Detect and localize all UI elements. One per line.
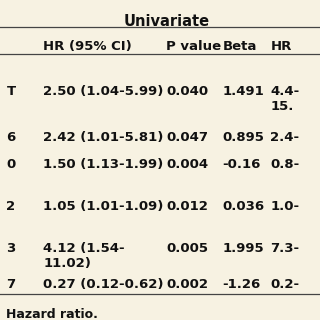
Text: 0.8-: 0.8-: [270, 158, 300, 172]
Text: 0.047: 0.047: [166, 131, 208, 144]
Text: -0.16: -0.16: [222, 158, 261, 172]
Text: 0.895: 0.895: [222, 131, 264, 144]
Text: 0.004: 0.004: [166, 158, 209, 172]
Text: 4.4-
15.: 4.4- 15.: [270, 85, 300, 113]
Text: Univariate: Univariate: [123, 14, 210, 29]
Text: 0.005: 0.005: [166, 242, 208, 255]
Text: 0.27 (0.12-0.62): 0.27 (0.12-0.62): [43, 278, 164, 292]
Text: 2.4-: 2.4-: [270, 131, 300, 144]
Text: Beta: Beta: [222, 40, 257, 53]
Text: 7: 7: [6, 278, 16, 292]
Text: -1.26: -1.26: [222, 278, 261, 292]
Text: 2.42 (1.01-5.81): 2.42 (1.01-5.81): [43, 131, 164, 144]
Text: T: T: [6, 85, 16, 98]
Text: 0.036: 0.036: [222, 200, 265, 213]
Text: 1.0-: 1.0-: [270, 200, 300, 213]
Text: P value: P value: [166, 40, 221, 53]
Text: 6: 6: [6, 131, 16, 144]
Text: HR: HR: [270, 40, 292, 53]
Text: 1.491: 1.491: [222, 85, 264, 98]
Text: 0.002: 0.002: [166, 278, 208, 292]
Text: 0: 0: [6, 158, 16, 172]
Text: 2: 2: [6, 200, 16, 213]
Text: Hazard ratio.: Hazard ratio.: [6, 308, 98, 320]
Text: 1.995: 1.995: [222, 242, 264, 255]
Text: 0.040: 0.040: [166, 85, 209, 98]
Text: 4.12 (1.54-
11.02): 4.12 (1.54- 11.02): [43, 242, 125, 269]
Text: 1.50 (1.13-1.99): 1.50 (1.13-1.99): [43, 158, 164, 172]
Text: 7.3-: 7.3-: [270, 242, 300, 255]
Text: HR (95% CI): HR (95% CI): [43, 40, 132, 53]
Text: 0.2-: 0.2-: [270, 278, 300, 292]
Text: 2.50 (1.04-5.99): 2.50 (1.04-5.99): [43, 85, 164, 98]
Text: 0.012: 0.012: [166, 200, 208, 213]
Text: 3: 3: [6, 242, 16, 255]
Text: 1.05 (1.01-1.09): 1.05 (1.01-1.09): [43, 200, 164, 213]
